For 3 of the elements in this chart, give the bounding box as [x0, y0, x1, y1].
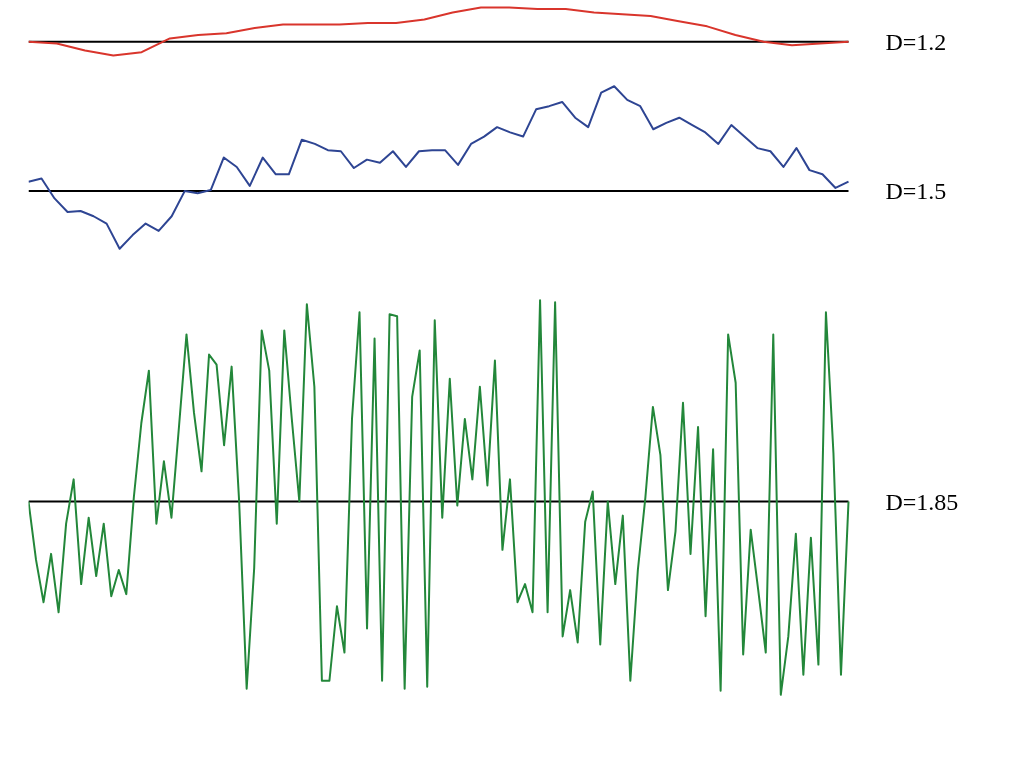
series-label: D=1.2 — [885, 28, 947, 55]
series-label: D=1.5 — [885, 178, 947, 205]
series-label: D=1.85 — [885, 488, 959, 515]
